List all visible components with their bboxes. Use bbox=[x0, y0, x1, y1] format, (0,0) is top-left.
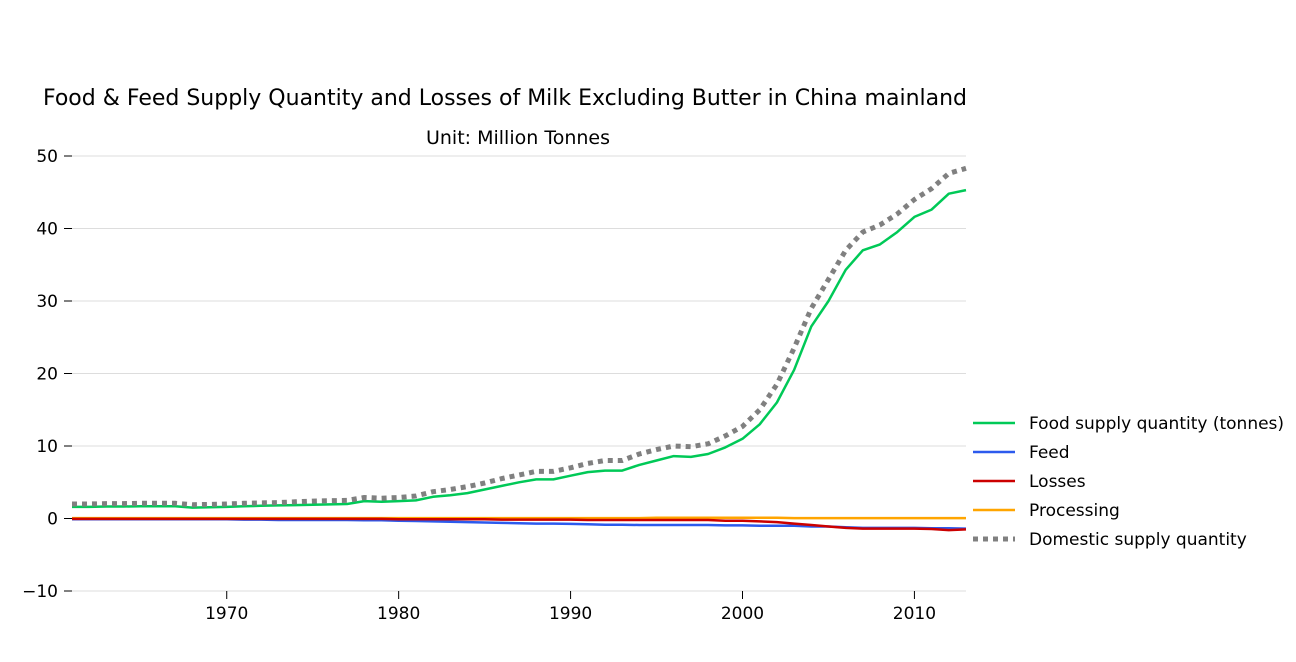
legend-label: Processing bbox=[1029, 501, 1120, 521]
series-line-food-supply-quantity-tonnes bbox=[72, 188, 967, 509]
x-tick-label: 2000 bbox=[721, 604, 764, 624]
x-tick-label: 2010 bbox=[893, 604, 936, 624]
x-tick-label: 1980 bbox=[377, 604, 420, 624]
series-line-domestic-supply-quantity bbox=[72, 165, 967, 508]
y-tick-label: 40 bbox=[36, 220, 58, 240]
legend-label: Losses bbox=[1029, 472, 1086, 492]
y-tick-label: 30 bbox=[36, 292, 58, 312]
chart-title: Food & Feed Supply Quantity and Losses o… bbox=[43, 86, 967, 111]
y-tick-label: 50 bbox=[36, 147, 58, 167]
x-tick-label: 1990 bbox=[549, 604, 592, 624]
x-tick-label: 1970 bbox=[205, 604, 248, 624]
legend-label: Food supply quantity (tonnes) bbox=[1029, 414, 1284, 434]
chart-subtitle: Unit: Million Tonnes bbox=[426, 127, 610, 149]
series-line-losses bbox=[72, 517, 967, 532]
legend-label: Domestic supply quantity bbox=[1029, 530, 1247, 550]
legend-label: Feed bbox=[1029, 443, 1070, 463]
y-tick-label: −10 bbox=[22, 582, 58, 602]
y-tick-label: 20 bbox=[36, 365, 58, 385]
y-tick-label: 0 bbox=[47, 510, 58, 530]
legend: Food supply quantity (tonnes) Feed Losses P… bbox=[973, 414, 1284, 550]
y-tick-label: 10 bbox=[36, 437, 58, 457]
axis-ticks: −10 0 10 20 30 40 50 1970 1980 1990 2000 2010 bbox=[22, 147, 936, 624]
series-lines bbox=[72, 165, 967, 532]
